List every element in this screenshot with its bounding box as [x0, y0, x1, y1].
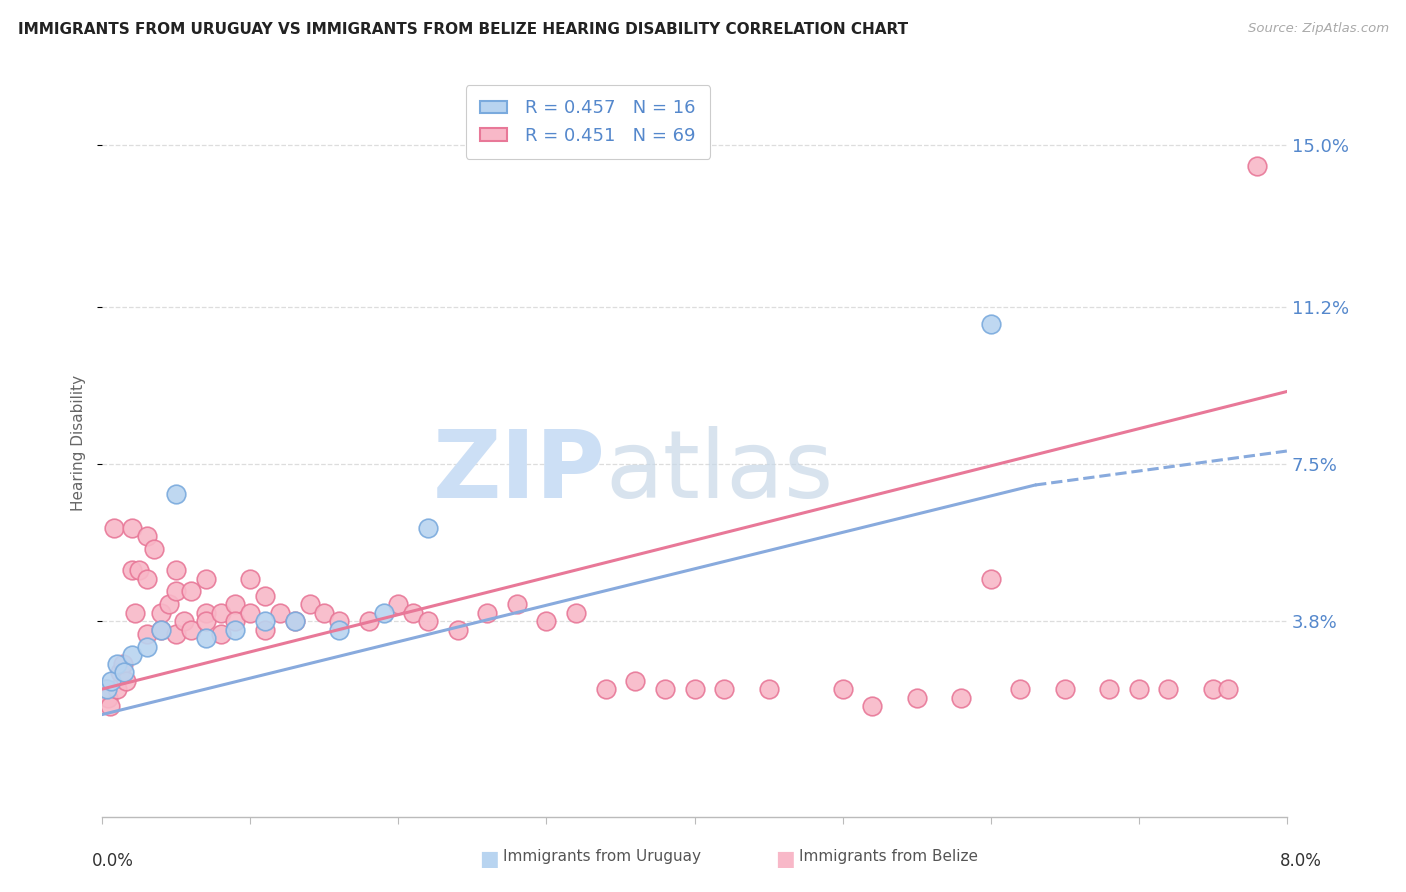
Point [595, 681, 617, 696]
Point [269, 606, 291, 620]
Point [239, 606, 262, 620]
Point [194, 572, 217, 586]
Point [831, 681, 853, 696]
Point [97, 690, 120, 705]
Point [980, 317, 1002, 331]
Point [143, 541, 166, 556]
Point [121, 563, 143, 577]
Point [905, 690, 928, 705]
Point [254, 589, 277, 603]
Point [1216, 681, 1239, 696]
Point [209, 606, 232, 620]
Point [165, 627, 187, 641]
Point [254, 614, 277, 628]
Point [224, 597, 246, 611]
Point [477, 606, 499, 620]
Point [98, 699, 121, 714]
Point [284, 614, 307, 628]
Point [224, 614, 246, 628]
Point [135, 640, 157, 654]
Point [124, 606, 146, 620]
Point [111, 657, 134, 671]
Point [239, 572, 262, 586]
Text: Immigrants from Belize: Immigrants from Belize [799, 849, 977, 864]
Text: Immigrants from Uruguay: Immigrants from Uruguay [503, 849, 702, 864]
Point [194, 614, 217, 628]
Point [121, 520, 143, 534]
Point [135, 572, 157, 586]
Text: ■: ■ [479, 849, 499, 869]
Point [180, 623, 202, 637]
Point [1010, 681, 1032, 696]
Text: atlas: atlas [606, 426, 834, 518]
Y-axis label: Hearing Disability: Hearing Disability [72, 375, 86, 510]
Point [416, 614, 439, 628]
Text: ZIP: ZIP [433, 426, 606, 518]
Text: ■: ■ [775, 849, 794, 869]
Point [1246, 159, 1268, 173]
Point [100, 673, 122, 688]
Point [1202, 681, 1225, 696]
Legend: R = 0.457   N = 16, R = 0.451   N = 69: R = 0.457 N = 16, R = 0.451 N = 69 [465, 85, 710, 159]
Point [1098, 681, 1121, 696]
Point [96, 681, 118, 696]
Point [105, 681, 128, 696]
Text: 8.0%: 8.0% [1279, 852, 1322, 870]
Point [328, 614, 350, 628]
Point [357, 614, 380, 628]
Point [103, 520, 125, 534]
Point [254, 623, 277, 637]
Point [1157, 681, 1180, 696]
Point [121, 648, 143, 662]
Point [328, 623, 350, 637]
Point [150, 606, 173, 620]
Point [402, 606, 425, 620]
Point [180, 584, 202, 599]
Point [105, 657, 128, 671]
Point [536, 614, 558, 628]
Point [1053, 681, 1076, 696]
Point [150, 623, 173, 637]
Point [135, 627, 157, 641]
Point [284, 614, 307, 628]
Point [314, 606, 336, 620]
Point [108, 665, 131, 679]
Point [950, 690, 973, 705]
Text: IMMIGRANTS FROM URUGUAY VS IMMIGRANTS FROM BELIZE HEARING DISABILITY CORRELATION: IMMIGRANTS FROM URUGUAY VS IMMIGRANTS FR… [18, 22, 908, 37]
Point [565, 606, 588, 620]
Point [150, 623, 173, 637]
Point [298, 597, 321, 611]
Text: Source: ZipAtlas.com: Source: ZipAtlas.com [1249, 22, 1389, 36]
Point [94, 681, 117, 696]
Point [157, 597, 180, 611]
Point [387, 597, 409, 611]
Point [165, 563, 187, 577]
Point [446, 623, 468, 637]
Point [194, 606, 217, 620]
Point [683, 681, 706, 696]
Point [980, 572, 1002, 586]
Point [165, 486, 187, 500]
Point [173, 614, 195, 628]
Point [128, 563, 150, 577]
Point [758, 681, 780, 696]
Point [194, 631, 217, 645]
Point [373, 606, 395, 620]
Point [224, 623, 246, 637]
Point [506, 597, 529, 611]
Point [165, 584, 187, 599]
Point [209, 627, 232, 641]
Point [1128, 681, 1150, 696]
Point [713, 681, 735, 696]
Point [135, 529, 157, 543]
Point [115, 673, 138, 688]
Point [624, 673, 647, 688]
Point [654, 681, 676, 696]
Point [416, 520, 439, 534]
Point [860, 699, 883, 714]
Text: 0.0%: 0.0% [91, 852, 134, 870]
Point [112, 665, 135, 679]
